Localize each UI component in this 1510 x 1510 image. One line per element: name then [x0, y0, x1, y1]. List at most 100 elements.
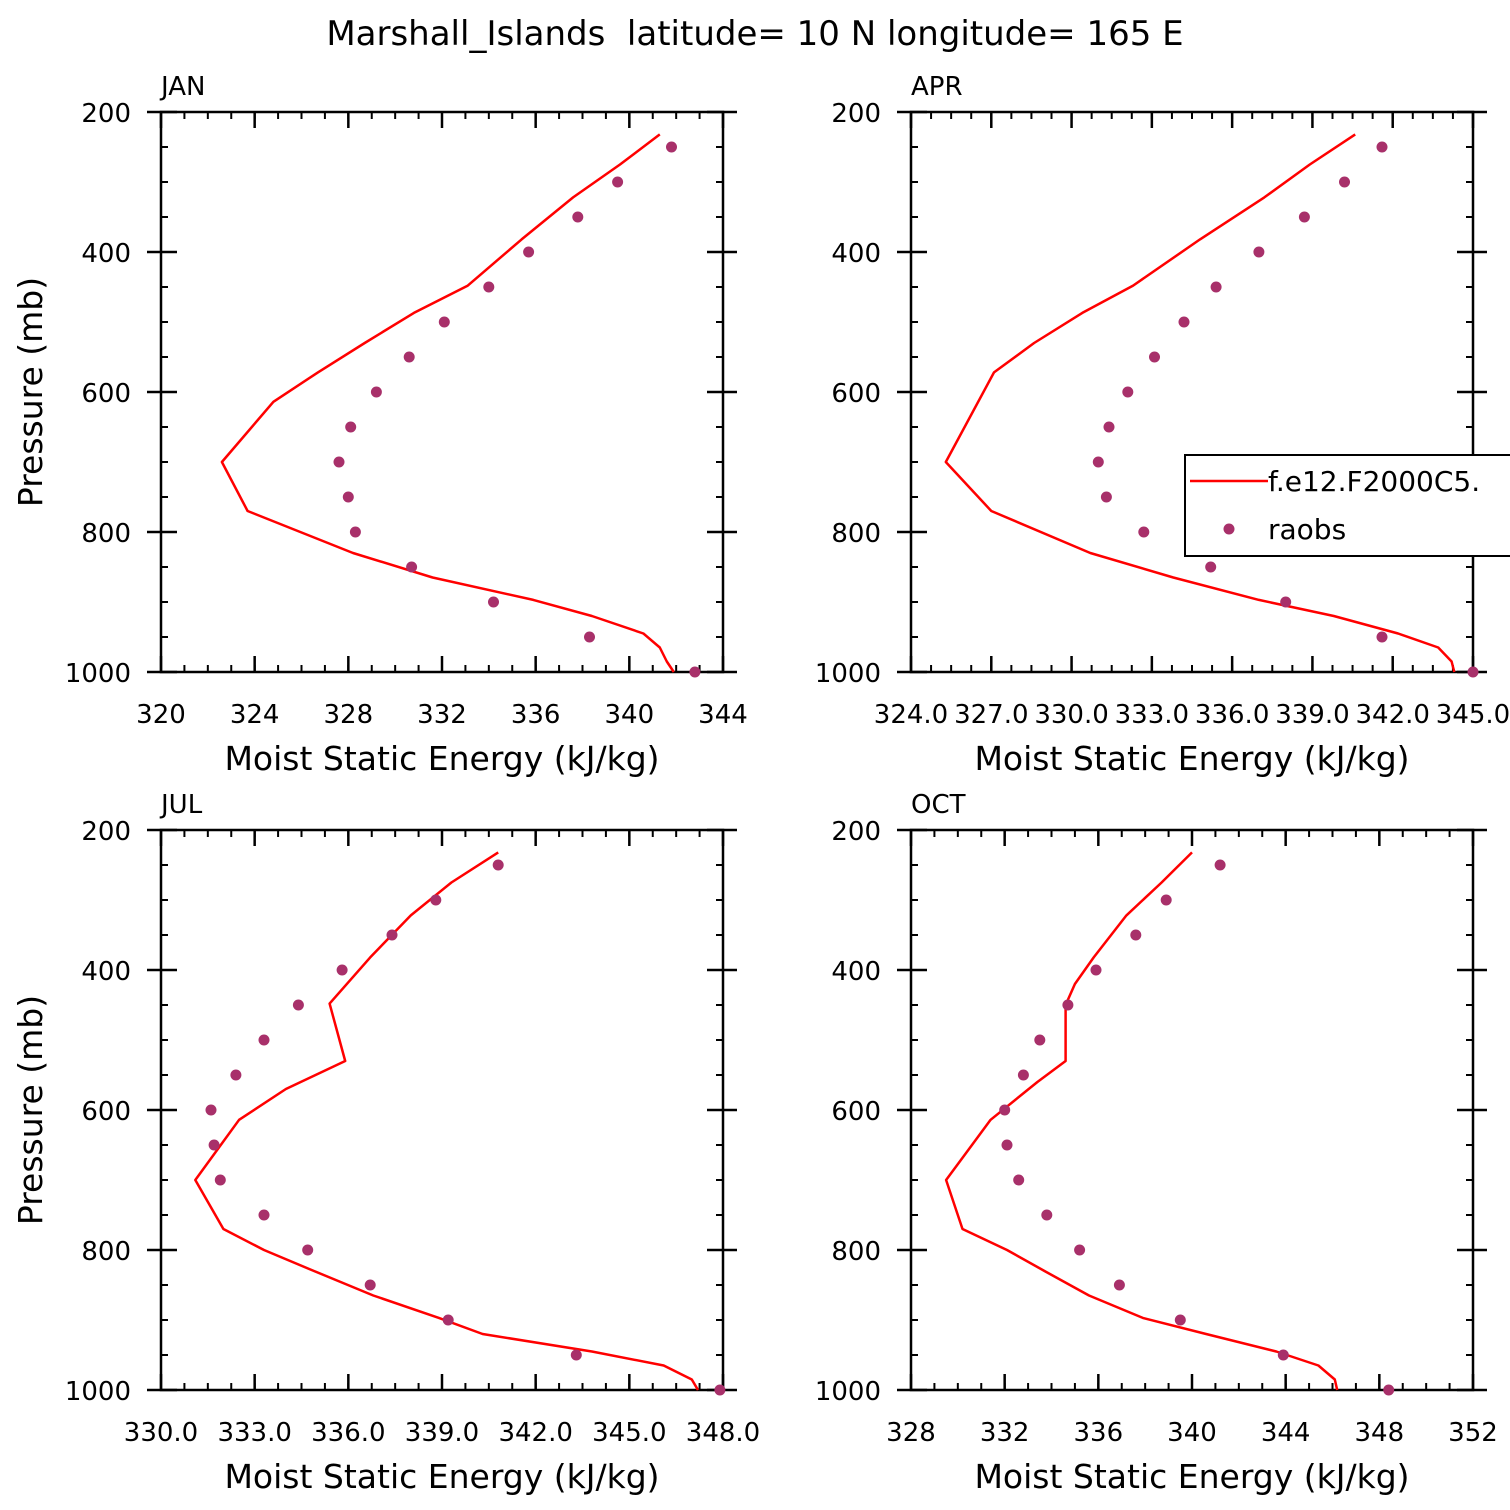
x-tick-label: 336.0 — [311, 1418, 385, 1448]
raobs-point — [488, 596, 499, 608]
y-tick-label: 600 — [81, 379, 131, 409]
raobs-point — [370, 386, 382, 398]
raobs-point — [1138, 526, 1150, 538]
raobs-point — [1103, 421, 1115, 433]
raobs-point — [1160, 894, 1172, 906]
x-tick-label: 339.0 — [1275, 700, 1349, 730]
panel-jan: JAN 320 324 328 332 336 340 344 200 400 600 800 1000… — [11, 72, 748, 778]
x-tick-label: 336.0 — [1195, 700, 1269, 730]
raobs-point — [342, 491, 354, 503]
raobs-point — [1017, 1069, 1029, 1081]
raobs-point — [612, 176, 624, 188]
raobs-point — [1174, 1314, 1186, 1326]
raobs-point — [1376, 631, 1388, 643]
raobs-point — [689, 666, 701, 678]
y-tick-label: 1000 — [65, 659, 131, 689]
raobs-point — [1074, 1244, 1086, 1256]
x-tick-label: 330.0 — [1034, 700, 1108, 730]
raobs-point — [1277, 1349, 1289, 1361]
raobs-point — [442, 1314, 454, 1326]
x-tick-label: 336 — [1074, 1418, 1124, 1448]
model-line — [194, 851, 700, 1391]
x-axis-label: Moist Static Energy (kJ/kg) — [974, 1457, 1409, 1496]
raobs-point — [208, 1139, 220, 1151]
x-tick-label: 345.0 — [592, 1418, 666, 1448]
raobs-point — [1280, 596, 1292, 608]
raobs-point — [492, 859, 504, 871]
x-axis-label: Moist Static Energy (kJ/kg) — [224, 739, 659, 778]
raobs-point — [349, 526, 361, 538]
raobs-point — [1205, 561, 1217, 573]
raobs-point — [386, 929, 398, 941]
x-tick-label: 333.0 — [217, 1418, 291, 1448]
x-tick-label: 336 — [511, 700, 561, 730]
model-line — [220, 133, 675, 673]
legend: f.e12.F2000C5. raobs — [1184, 454, 1510, 557]
legend-model-label: f.e12.F2000C5. — [1268, 465, 1480, 498]
y-axis-label: Pressure (mb) — [11, 995, 50, 1225]
x-tick-label: 328 — [324, 700, 374, 730]
x-tick-label: 328 — [886, 1418, 936, 1448]
x-tick-label: 344 — [698, 700, 748, 730]
raobs-point — [258, 1034, 270, 1046]
plot-frame — [159, 110, 725, 674]
raobs-point — [1100, 491, 1112, 503]
x-tick-label: 352 — [1448, 1418, 1498, 1448]
raobs-point — [1149, 351, 1160, 363]
x-tick-label: 320 — [136, 700, 186, 730]
model-line — [944, 133, 1456, 673]
raobs-point — [1013, 1174, 1025, 1186]
legend-obs-marker — [1223, 523, 1235, 535]
raobs-point — [205, 1104, 217, 1116]
x-tick-label: 330.0 — [124, 1418, 198, 1448]
panel-label: OCT — [911, 790, 966, 820]
y-tick-label: 1000 — [815, 659, 881, 689]
x-tick-label: 339.0 — [405, 1418, 479, 1448]
panel-label: JAN — [159, 72, 205, 102]
panel-label: JUL — [159, 790, 203, 820]
x-axis-label: Moist Static Energy (kJ/kg) — [974, 739, 1409, 778]
plot-frame — [909, 828, 1475, 1392]
raobs-point — [438, 316, 450, 328]
x-axis-label: Moist Static Energy (kJ/kg) — [224, 1457, 659, 1496]
raobs-point — [714, 1384, 726, 1396]
raobs-point — [1034, 1034, 1046, 1046]
raobs-point — [1383, 1384, 1395, 1396]
x-tick-label: 342.0 — [1355, 700, 1429, 730]
raobs-point — [1062, 999, 1074, 1011]
raobs-point — [1090, 964, 1102, 976]
raobs-point — [1376, 141, 1388, 153]
y-tick-label: 800 — [81, 1237, 131, 1267]
raobs-point — [214, 1174, 226, 1186]
x-tick-label: 332 — [417, 700, 467, 730]
raobs-point — [292, 999, 304, 1011]
y-tick-label: 800 — [831, 519, 881, 549]
y-tick-label: 400 — [831, 239, 881, 269]
y-tick-label: 200 — [81, 817, 131, 847]
x-tick-label: 342.0 — [498, 1418, 572, 1448]
y-tick-label: 1000 — [65, 1377, 131, 1407]
raobs-point — [1092, 456, 1104, 468]
model-line — [944, 851, 1339, 1391]
raobs-point — [584, 631, 595, 643]
y-tick-label: 600 — [831, 379, 881, 409]
raobs-point — [336, 964, 348, 976]
raobs-point — [570, 1349, 582, 1361]
raobs-point — [1298, 211, 1310, 223]
y-tick-label: 400 — [81, 957, 131, 987]
y-tick-label: 200 — [831, 99, 881, 129]
raobs-point — [1178, 316, 1190, 328]
raobs-point — [1001, 1139, 1013, 1151]
raobs-point — [1113, 1279, 1125, 1291]
raobs-point — [258, 1209, 270, 1221]
raobs-point — [1339, 176, 1350, 188]
panel-label: APR — [911, 72, 963, 102]
panel-apr: APR 324.0 327.0 330.0 333.0 336.0 339.0 342.0 34… — [815, 72, 1510, 778]
y-tick-label: 600 — [81, 1097, 131, 1127]
raobs-point — [1130, 929, 1142, 941]
y-tick-label: 400 — [831, 957, 881, 987]
raobs-point — [523, 246, 535, 258]
raobs-point — [1467, 666, 1479, 678]
panel-jul: JUL 330.0 333.0 336.0 339.0 342.0 345.0 348.0 20… — [11, 790, 760, 1496]
x-tick-label: 332 — [980, 1418, 1030, 1448]
